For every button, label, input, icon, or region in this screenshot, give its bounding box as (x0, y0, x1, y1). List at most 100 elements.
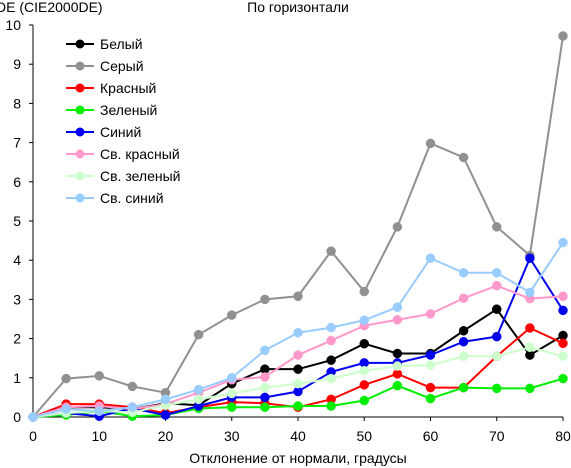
legend-marker (75, 149, 85, 159)
data-point (392, 222, 403, 232)
x-tick-label: 40 (290, 428, 306, 444)
data-point (392, 380, 403, 391)
y-tick-label: 7 (13, 135, 21, 151)
data-point (558, 351, 568, 361)
x-tick-label: 0 (29, 428, 37, 444)
legend-entry: Белый (66, 36, 143, 52)
data-point (260, 294, 270, 305)
legend-label: Зеленый (100, 102, 157, 118)
x-tick-label: 10 (91, 428, 107, 444)
data-point (492, 304, 502, 314)
y-tick-label: 4 (13, 252, 21, 268)
legend-entry: Св. красный (66, 146, 180, 162)
data-point (458, 152, 469, 163)
legend-marker (75, 105, 85, 115)
data-point (326, 401, 336, 411)
series-2 (28, 31, 568, 422)
data-point (160, 410, 171, 420)
y-tick-label: 5 (13, 213, 21, 229)
y-tick-label: 8 (13, 95, 21, 111)
data-point (359, 380, 369, 390)
legend-marker (75, 39, 85, 49)
data-point (326, 373, 336, 384)
data-point (425, 309, 436, 319)
legend: Белый Серый Красный Зеленый Синий Св. красный… (66, 36, 180, 206)
data-point (525, 287, 535, 298)
x-tick-label: 60 (423, 428, 439, 444)
data-point (458, 351, 469, 361)
data-point (458, 293, 469, 303)
legend-entry: Св. зеленый (66, 168, 180, 184)
x-tick-label: 50 (356, 428, 372, 444)
data-point (458, 326, 469, 336)
legend-label: Синий (100, 124, 141, 140)
data-point (359, 315, 369, 325)
data-point (293, 327, 303, 338)
data-point (293, 350, 303, 360)
data-point (193, 384, 204, 395)
data-point (94, 406, 104, 416)
legend-label: Св. зеленый (100, 168, 180, 184)
data-point (492, 222, 502, 232)
data-point (61, 373, 71, 384)
data-point (359, 395, 369, 406)
legend-label: Серый (100, 58, 144, 74)
data-point (293, 378, 303, 389)
series-5 (28, 253, 568, 422)
data-point (193, 394, 204, 405)
series-line (32, 307, 564, 418)
data-point (193, 329, 204, 340)
x-axis-label: Отклонение от нормали, градусы (189, 450, 406, 466)
legend-marker (75, 193, 85, 203)
data-point (293, 401, 303, 411)
data-point (61, 404, 71, 414)
y-tick-label: 0 (13, 409, 21, 425)
legend-label: Св. синий (100, 190, 164, 206)
data-point (558, 31, 568, 41)
legend-entry: Синий (66, 124, 141, 140)
data-point (392, 348, 403, 359)
data-point (94, 371, 104, 381)
data-point (425, 382, 436, 393)
data-point (260, 402, 270, 412)
y-axis-label: DE (CIE2000DE) (0, 0, 103, 15)
data-point (227, 373, 237, 383)
data-point (127, 381, 138, 392)
chart-title: По горизонтали (247, 0, 349, 15)
data-point (558, 305, 568, 316)
data-point (425, 138, 436, 149)
data-point (127, 402, 138, 412)
legend-entry: Св. синий (66, 190, 164, 206)
data-point (326, 355, 336, 365)
series-6 (28, 280, 568, 422)
y-tick-label: 9 (13, 56, 21, 72)
data-point (492, 383, 502, 394)
legend-marker (75, 127, 85, 137)
data-point (260, 372, 270, 382)
data-point (28, 412, 38, 422)
legend-marker (75, 171, 85, 181)
data-point (492, 351, 502, 361)
axes: 0 1 2 3 4 5 6 7 8 9 10 0 10 20 30 40 50 60 70 80 (5, 17, 571, 444)
data-point (227, 402, 237, 412)
legend-entry: Красный (66, 80, 156, 96)
data-point (260, 345, 270, 356)
data-point (359, 286, 369, 297)
data-point (558, 373, 568, 384)
series-layer (28, 31, 568, 422)
data-point (359, 365, 369, 376)
legend-entry: Зеленый (66, 102, 157, 118)
data-point (458, 336, 469, 347)
legend-marker (75, 83, 85, 93)
legend-marker (75, 61, 85, 71)
data-point (425, 360, 436, 371)
x-tick-label: 70 (489, 428, 505, 444)
legend-label: Белый (100, 36, 143, 52)
data-point (492, 267, 502, 278)
data-point (492, 280, 502, 291)
data-point (392, 361, 403, 371)
y-tick-label: 10 (5, 17, 21, 33)
data-point (425, 253, 436, 263)
data-point (425, 393, 436, 404)
x-tick-label: 20 (158, 428, 174, 444)
